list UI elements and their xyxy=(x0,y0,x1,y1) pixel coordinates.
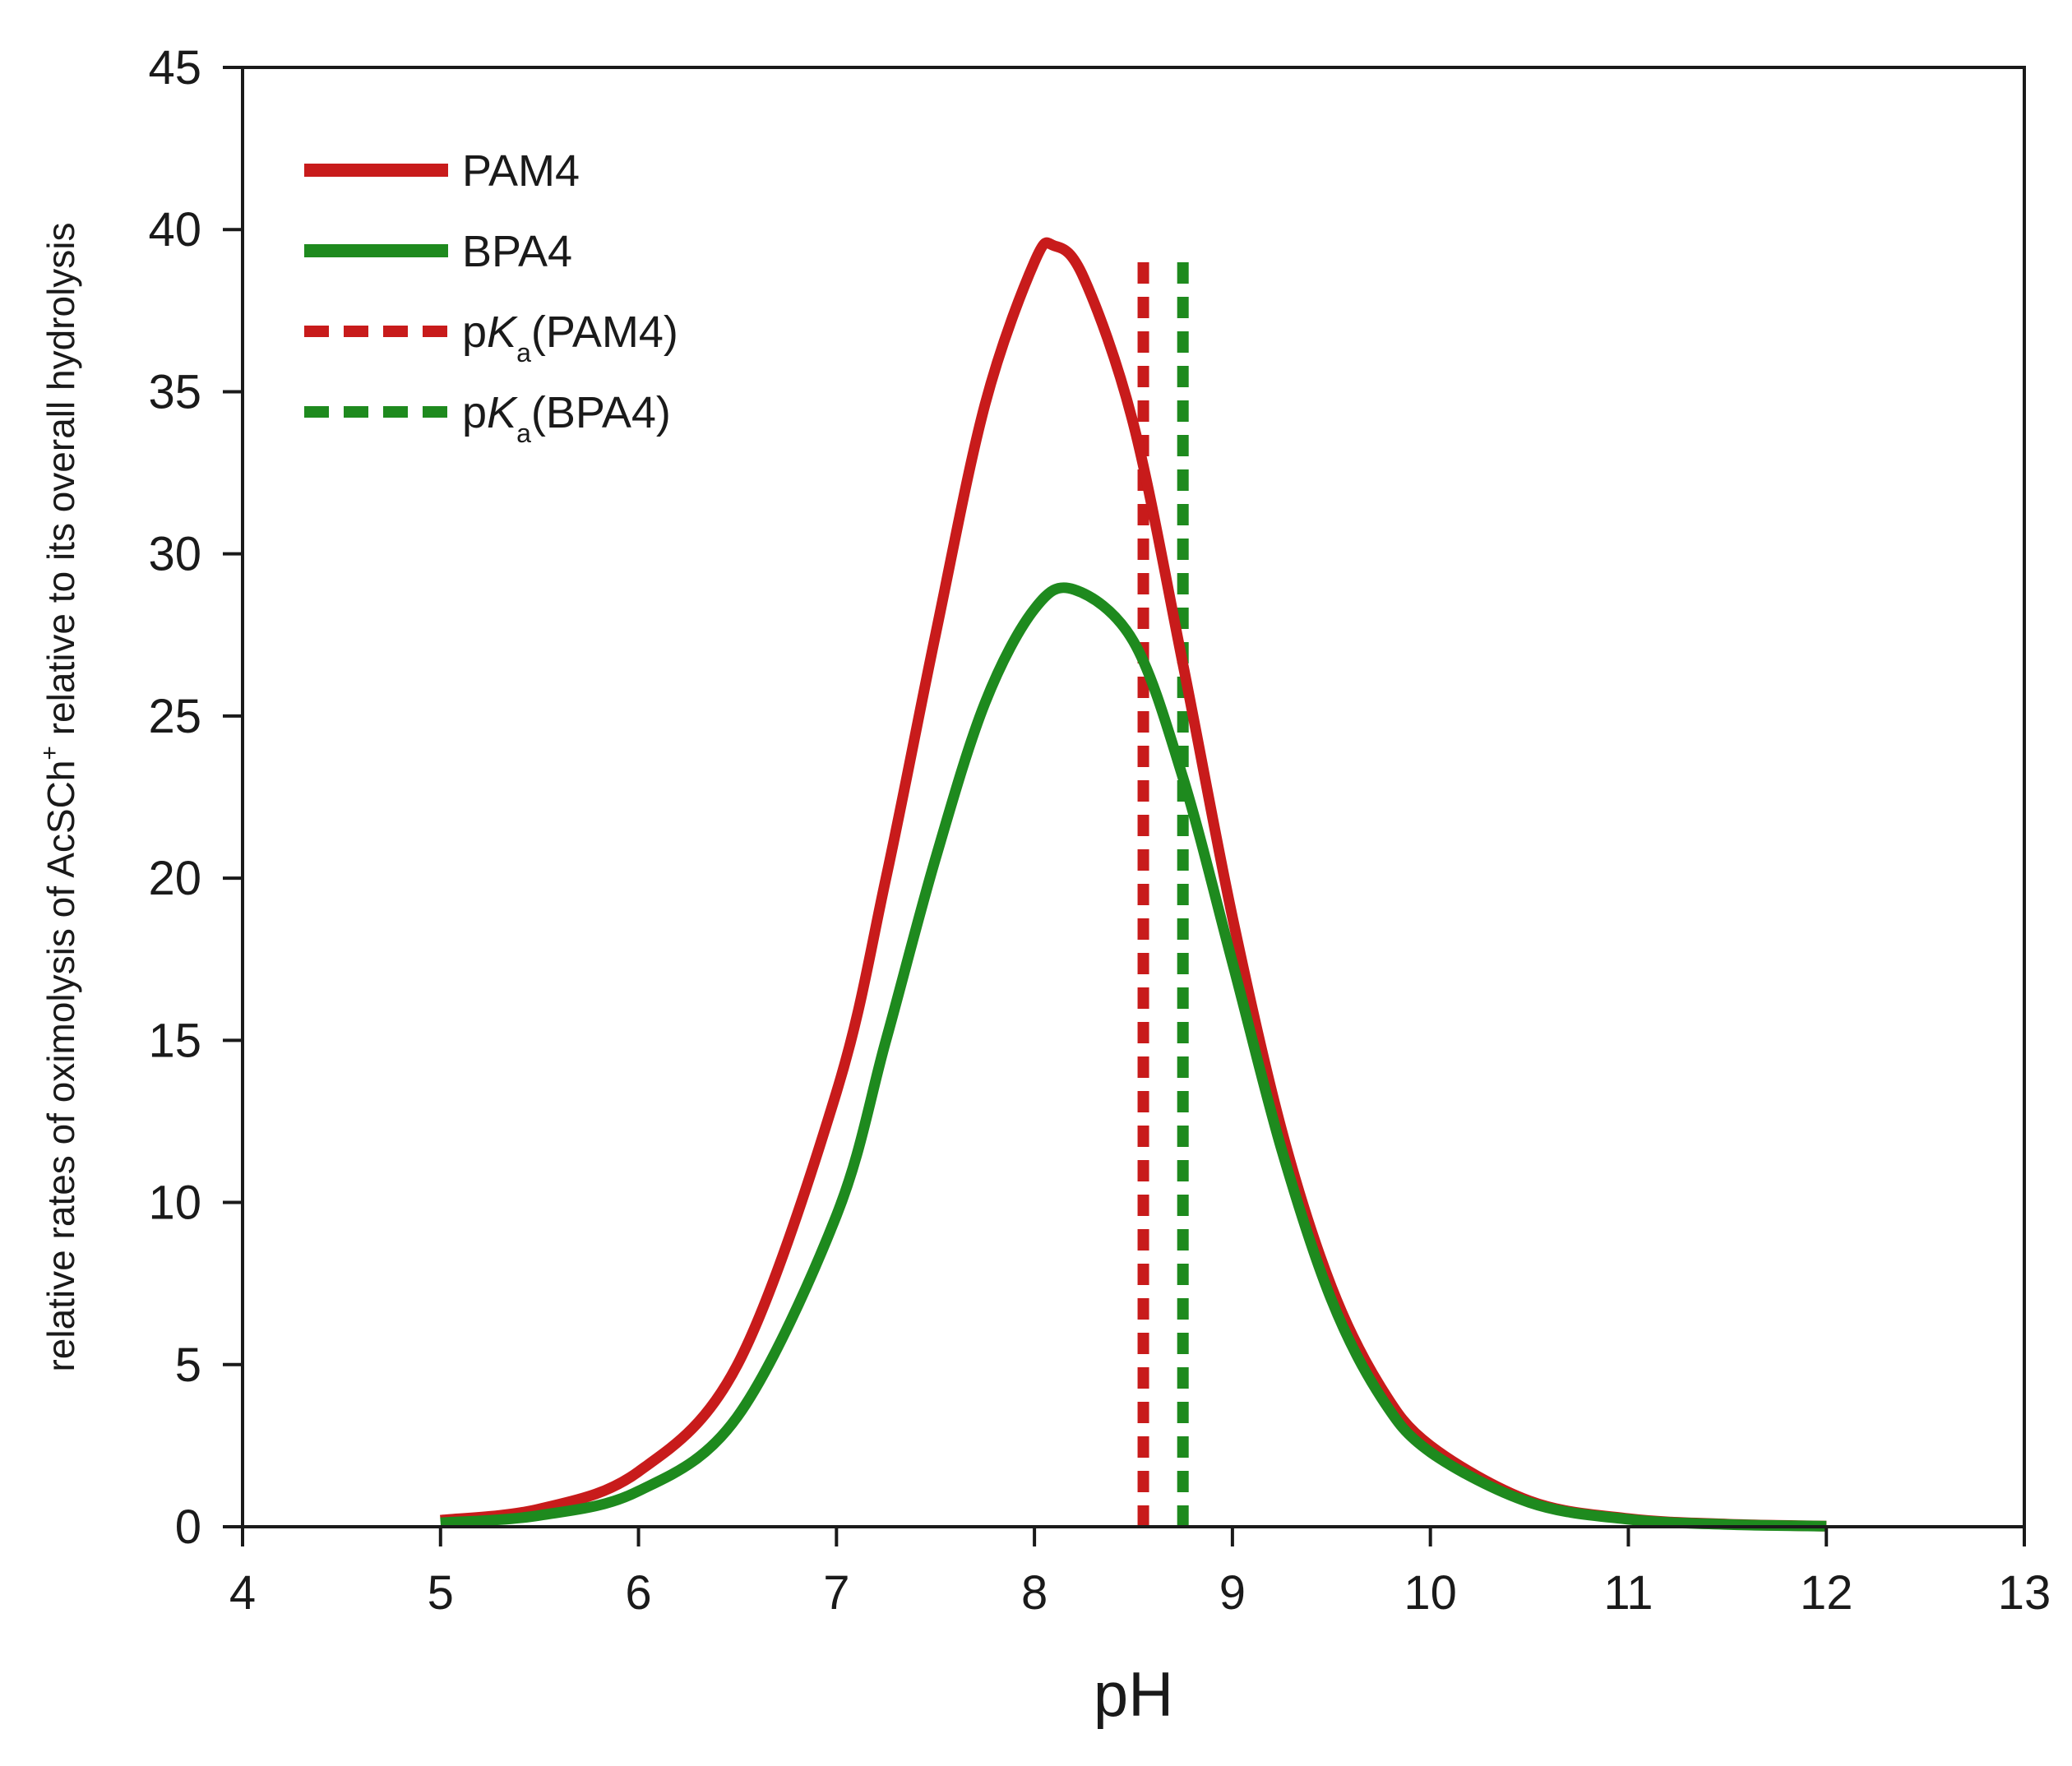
x-tick-label: 10 xyxy=(1404,1566,1457,1620)
x-tick-label: 8 xyxy=(1021,1566,1048,1620)
y-tick-label: 10 xyxy=(148,1177,201,1230)
legend-label: pKa(BPA4) xyxy=(462,388,671,448)
x-tick-label: 5 xyxy=(428,1566,454,1620)
x-tick-label: 9 xyxy=(1219,1566,1246,1620)
x-axis-title: pH xyxy=(1094,1660,1173,1730)
y-axis-title: relative rates of oximolysis of AcSCh+ r… xyxy=(36,222,82,1371)
x-tick-label: 7 xyxy=(823,1566,849,1620)
x-tick-label: 4 xyxy=(229,1566,256,1620)
y-axis-title-suffix: relative to its overall hydrolysis xyxy=(39,222,82,746)
y-tick-label: 20 xyxy=(148,852,201,905)
legend-label: pKa(PAM4) xyxy=(462,307,678,368)
legend: PAM4 BPA4 pKa(PAM4) pKa(BPA4) xyxy=(304,146,678,448)
series-line-bpa4 xyxy=(440,582,1827,1532)
y-axis-title-superscript: + xyxy=(36,746,63,760)
y-tick-label: 25 xyxy=(148,690,201,743)
x-tick-label: 11 xyxy=(1603,1566,1653,1620)
plot-frame xyxy=(241,66,2026,1528)
y-tick-label: 0 xyxy=(175,1500,201,1554)
y-tick-label: 35 xyxy=(148,365,201,418)
y-axis-title-prefix: relative rates of oximolysis of AcSCh xyxy=(39,760,82,1372)
y-tick-label: 5 xyxy=(175,1338,201,1392)
x-tick-label: 12 xyxy=(1800,1566,1853,1620)
y-tick-label: 45 xyxy=(148,41,201,95)
y-tick-label: 15 xyxy=(148,1014,201,1067)
x-tick-label: 6 xyxy=(625,1566,651,1620)
series-layer xyxy=(440,237,1827,1532)
x-tick-label: 13 xyxy=(1998,1566,2051,1620)
y-tick-label: 30 xyxy=(148,528,201,581)
legend-label: PAM4 xyxy=(462,146,580,196)
legend-label: BPA4 xyxy=(462,227,572,276)
y-tick-label: 40 xyxy=(148,203,201,257)
